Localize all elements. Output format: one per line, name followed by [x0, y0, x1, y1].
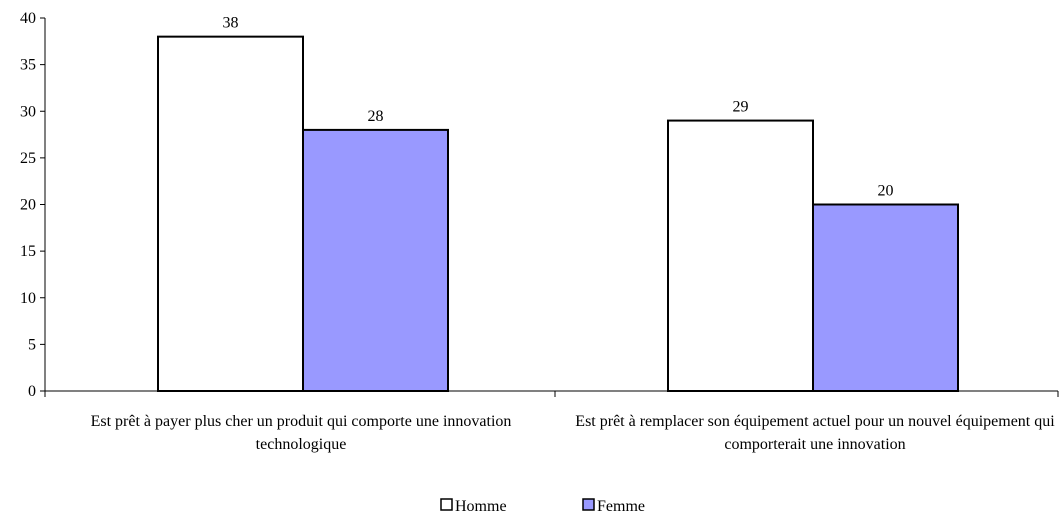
- data-label: 28: [368, 108, 384, 125]
- bar: [812, 203, 959, 392]
- x-tick-label: Est prêt à payer plus cher un produit qu…: [90, 413, 512, 453]
- y-tick-label: 10: [20, 290, 36, 307]
- bar: [302, 128, 449, 392]
- y-tick-label: 30: [20, 103, 36, 120]
- legend-swatch: [582, 498, 595, 511]
- y-tick-label: 5: [28, 336, 36, 353]
- y-tick-label: 35: [20, 57, 36, 74]
- y-tick-label: 20: [20, 197, 36, 214]
- legend-swatch: [440, 498, 453, 511]
- bar: [667, 119, 814, 392]
- data-label: 29: [733, 99, 749, 116]
- data-label: 38: [223, 15, 239, 32]
- y-tick-label: 25: [20, 150, 36, 167]
- bar: [157, 35, 304, 393]
- legend-label: Femme: [597, 498, 645, 515]
- y-tick-label: 0: [28, 383, 36, 400]
- data-label: 20: [878, 183, 894, 200]
- y-tick-label: 15: [20, 243, 36, 260]
- y-tick-label: 40: [20, 10, 36, 27]
- legend-label: Homme: [455, 498, 507, 515]
- x-tick-label: Est prêt à remplacer son équipement actu…: [575, 413, 1055, 453]
